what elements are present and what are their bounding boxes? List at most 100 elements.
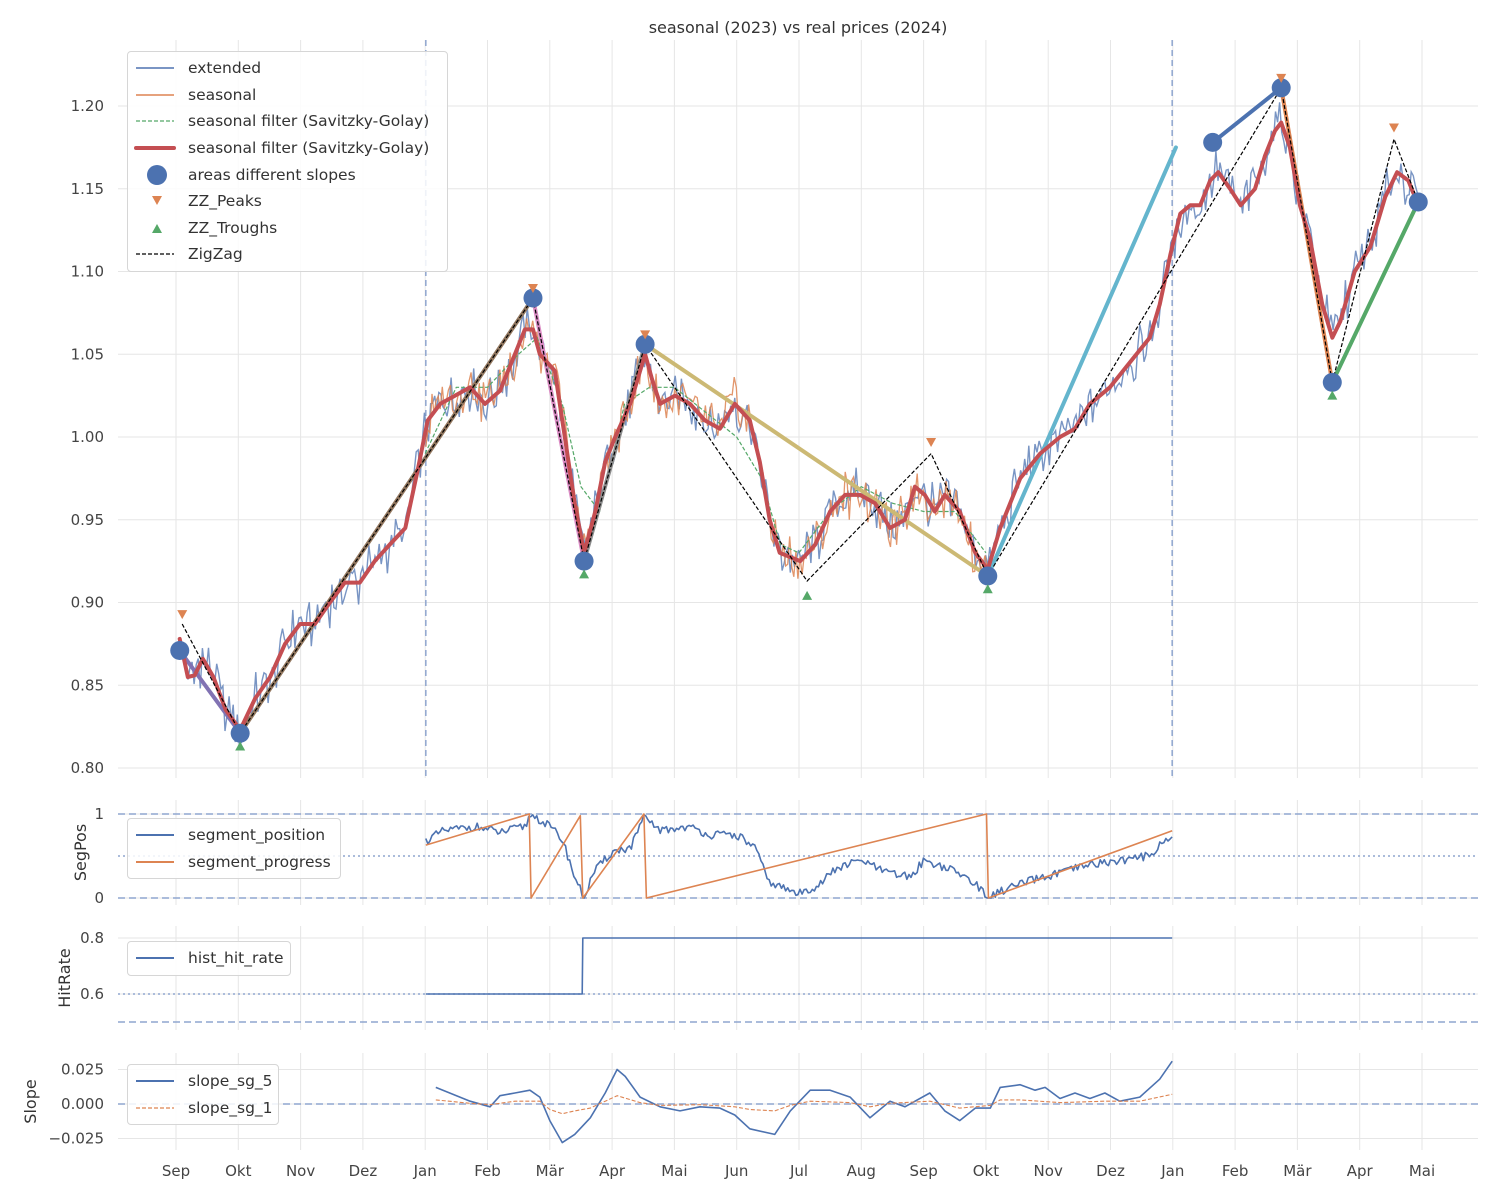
- zz-trough-marker: [579, 569, 590, 579]
- x-tick-label: Mär: [536, 1162, 565, 1180]
- legend-label: ZigZag: [188, 245, 243, 264]
- x-tick-label: Feb: [1222, 1162, 1249, 1180]
- legend-label: segment_position: [188, 826, 326, 845]
- y-tick-label: 0.90: [71, 594, 104, 612]
- legend-item-slope-sg-1: slope_sg_1: [134, 1095, 273, 1122]
- x-tick-label: Sep: [162, 1162, 190, 1180]
- y-tick-label: −0.025: [48, 1130, 104, 1148]
- legend-label: hist_hit_rate: [188, 949, 284, 968]
- zz-peak-marker: [926, 437, 937, 447]
- slope-segment-line: [1210, 85, 1284, 145]
- y-tick-label: 0.80: [71, 759, 104, 777]
- seasonal-filter-thin-line: [424, 336, 987, 554]
- area-slope-point: [978, 566, 998, 586]
- zz-trough-marker: [1327, 390, 1338, 400]
- zz-peak-marker: [1276, 73, 1287, 83]
- x-tick-label: Feb: [474, 1162, 501, 1180]
- legend-item-segment-position: segment_position: [134, 822, 334, 849]
- y-tick-label: 0.025: [61, 1061, 104, 1079]
- zz-peak-marker: [177, 610, 188, 620]
- segpos-legend: segment_position segment_progress: [127, 818, 341, 880]
- zz-peak-marker: [527, 284, 538, 294]
- x-tick-label: Okt: [973, 1162, 999, 1180]
- area-slope-point: [635, 334, 655, 354]
- x-tick-label: Nov: [286, 1162, 315, 1180]
- x-tick-label: Jan: [413, 1162, 437, 1180]
- zz-trough-marker: [982, 584, 993, 594]
- seasonal-line: [425, 318, 988, 579]
- y-tick-label: 1.15: [71, 180, 104, 198]
- slope-sg-5-line: [435, 1060, 1173, 1144]
- legend-item-filter-thick: seasonal filter (Savitzky-Golay): [134, 135, 441, 162]
- zz-trough-marker: [235, 741, 246, 751]
- legend-label: areas different slopes: [188, 165, 356, 184]
- x-tick-label: Dez: [1096, 1162, 1125, 1180]
- slope-sg-1-line: [435, 1093, 1173, 1115]
- area-slope-point: [1271, 78, 1291, 98]
- zigzag-line: [181, 86, 1419, 735]
- y-tick-label: 1.05: [71, 345, 104, 363]
- legend-label: ZZ_Peaks: [188, 192, 262, 211]
- slope-legend: slope_sg_5 slope_sg_1: [127, 1064, 279, 1126]
- y-tick-label: 1: [94, 805, 104, 823]
- hist-hit-rate-line: [425, 937, 1173, 995]
- area-slope-point: [1203, 132, 1223, 152]
- legend-label: seasonal filter (Savitzky-Golay): [188, 112, 430, 131]
- main-legend: extended seasonal seasonal filter (Savit…: [127, 51, 448, 272]
- y-tick-label: 0.95: [71, 511, 104, 529]
- x-tick-label: Jun: [724, 1162, 748, 1180]
- y-tick-label: 0.85: [71, 676, 104, 694]
- area-slope-point: [170, 640, 190, 660]
- area-slope-point: [574, 551, 594, 571]
- slope-segment-line: [1330, 200, 1421, 385]
- zz-peak-marker: [1388, 123, 1399, 133]
- legend-item-hist-hit-rate: hist_hit_rate: [134, 945, 284, 972]
- y-tick-label: 0: [94, 889, 104, 907]
- legend-item-seasonal: seasonal: [134, 82, 441, 109]
- legend-item-segment-progress: segment_progress: [134, 849, 334, 876]
- x-tick-label: Mai: [1409, 1162, 1435, 1180]
- legend-item-peaks: ZZ_Peaks: [134, 188, 441, 215]
- segment-position-line: [425, 813, 1173, 899]
- zz-trough-marker: [802, 590, 813, 600]
- area-slope-point: [230, 723, 250, 743]
- chart-marks: [118, 40, 1478, 1144]
- y-axis-label: HitRate: [55, 948, 74, 1007]
- legend-label: seasonal: [188, 85, 257, 104]
- y-tick-label: 1.20: [71, 97, 104, 115]
- legend-label: seasonal filter (Savitzky-Golay): [188, 139, 430, 158]
- y-tick-label: 1.00: [71, 428, 104, 446]
- y-tick-label: 1.10: [71, 263, 104, 281]
- x-tick-label: Dez: [349, 1162, 378, 1180]
- extended-line: [179, 102, 1419, 747]
- legend-label: extended: [188, 59, 262, 78]
- legend-item-areas: areas different slopes: [134, 161, 441, 188]
- legend-label: ZZ_Troughs: [188, 218, 278, 237]
- chart-title: seasonal (2023) vs real prices (2024): [648, 18, 948, 37]
- x-tick-label: Sep: [909, 1162, 937, 1180]
- legend-label: slope_sg_5: [188, 1072, 273, 1091]
- y-axis-label: Slope: [21, 1079, 40, 1123]
- x-tick-label: Nov: [1034, 1162, 1063, 1180]
- y-tick-label: 0.8: [80, 929, 104, 947]
- x-tick-label: Jan: [1160, 1162, 1184, 1180]
- x-tick-label: Mär: [1283, 1162, 1312, 1180]
- area-slope-point: [1408, 192, 1428, 212]
- legend-label: slope_sg_1: [188, 1098, 273, 1117]
- slope-segment-line: [985, 145, 1178, 578]
- area-slope-point: [523, 288, 543, 308]
- legend-item-troughs: ZZ_Troughs: [134, 215, 441, 242]
- x-tick-label: Mai: [661, 1162, 687, 1180]
- area-slope-point: [1322, 372, 1342, 392]
- slope-segment-line: [643, 342, 990, 578]
- segment-progress-line: [425, 813, 1173, 899]
- axis-labels: 0.80 0.85 0.90 0.95 1.00 1.05 1.10 1.15 1.20 0 1 Se…: [21, 97, 1435, 1180]
- y-tick-label: 0.6: [80, 985, 104, 1003]
- x-tick-label: Aug: [847, 1162, 876, 1180]
- zz-peak-marker: [640, 330, 651, 340]
- legend-item-slope-sg-5: slope_sg_5: [134, 1068, 273, 1095]
- legend-item-zigzag: ZigZag: [134, 241, 441, 268]
- x-tick-label: Apr: [599, 1162, 626, 1180]
- x-tick-label: Okt: [225, 1162, 251, 1180]
